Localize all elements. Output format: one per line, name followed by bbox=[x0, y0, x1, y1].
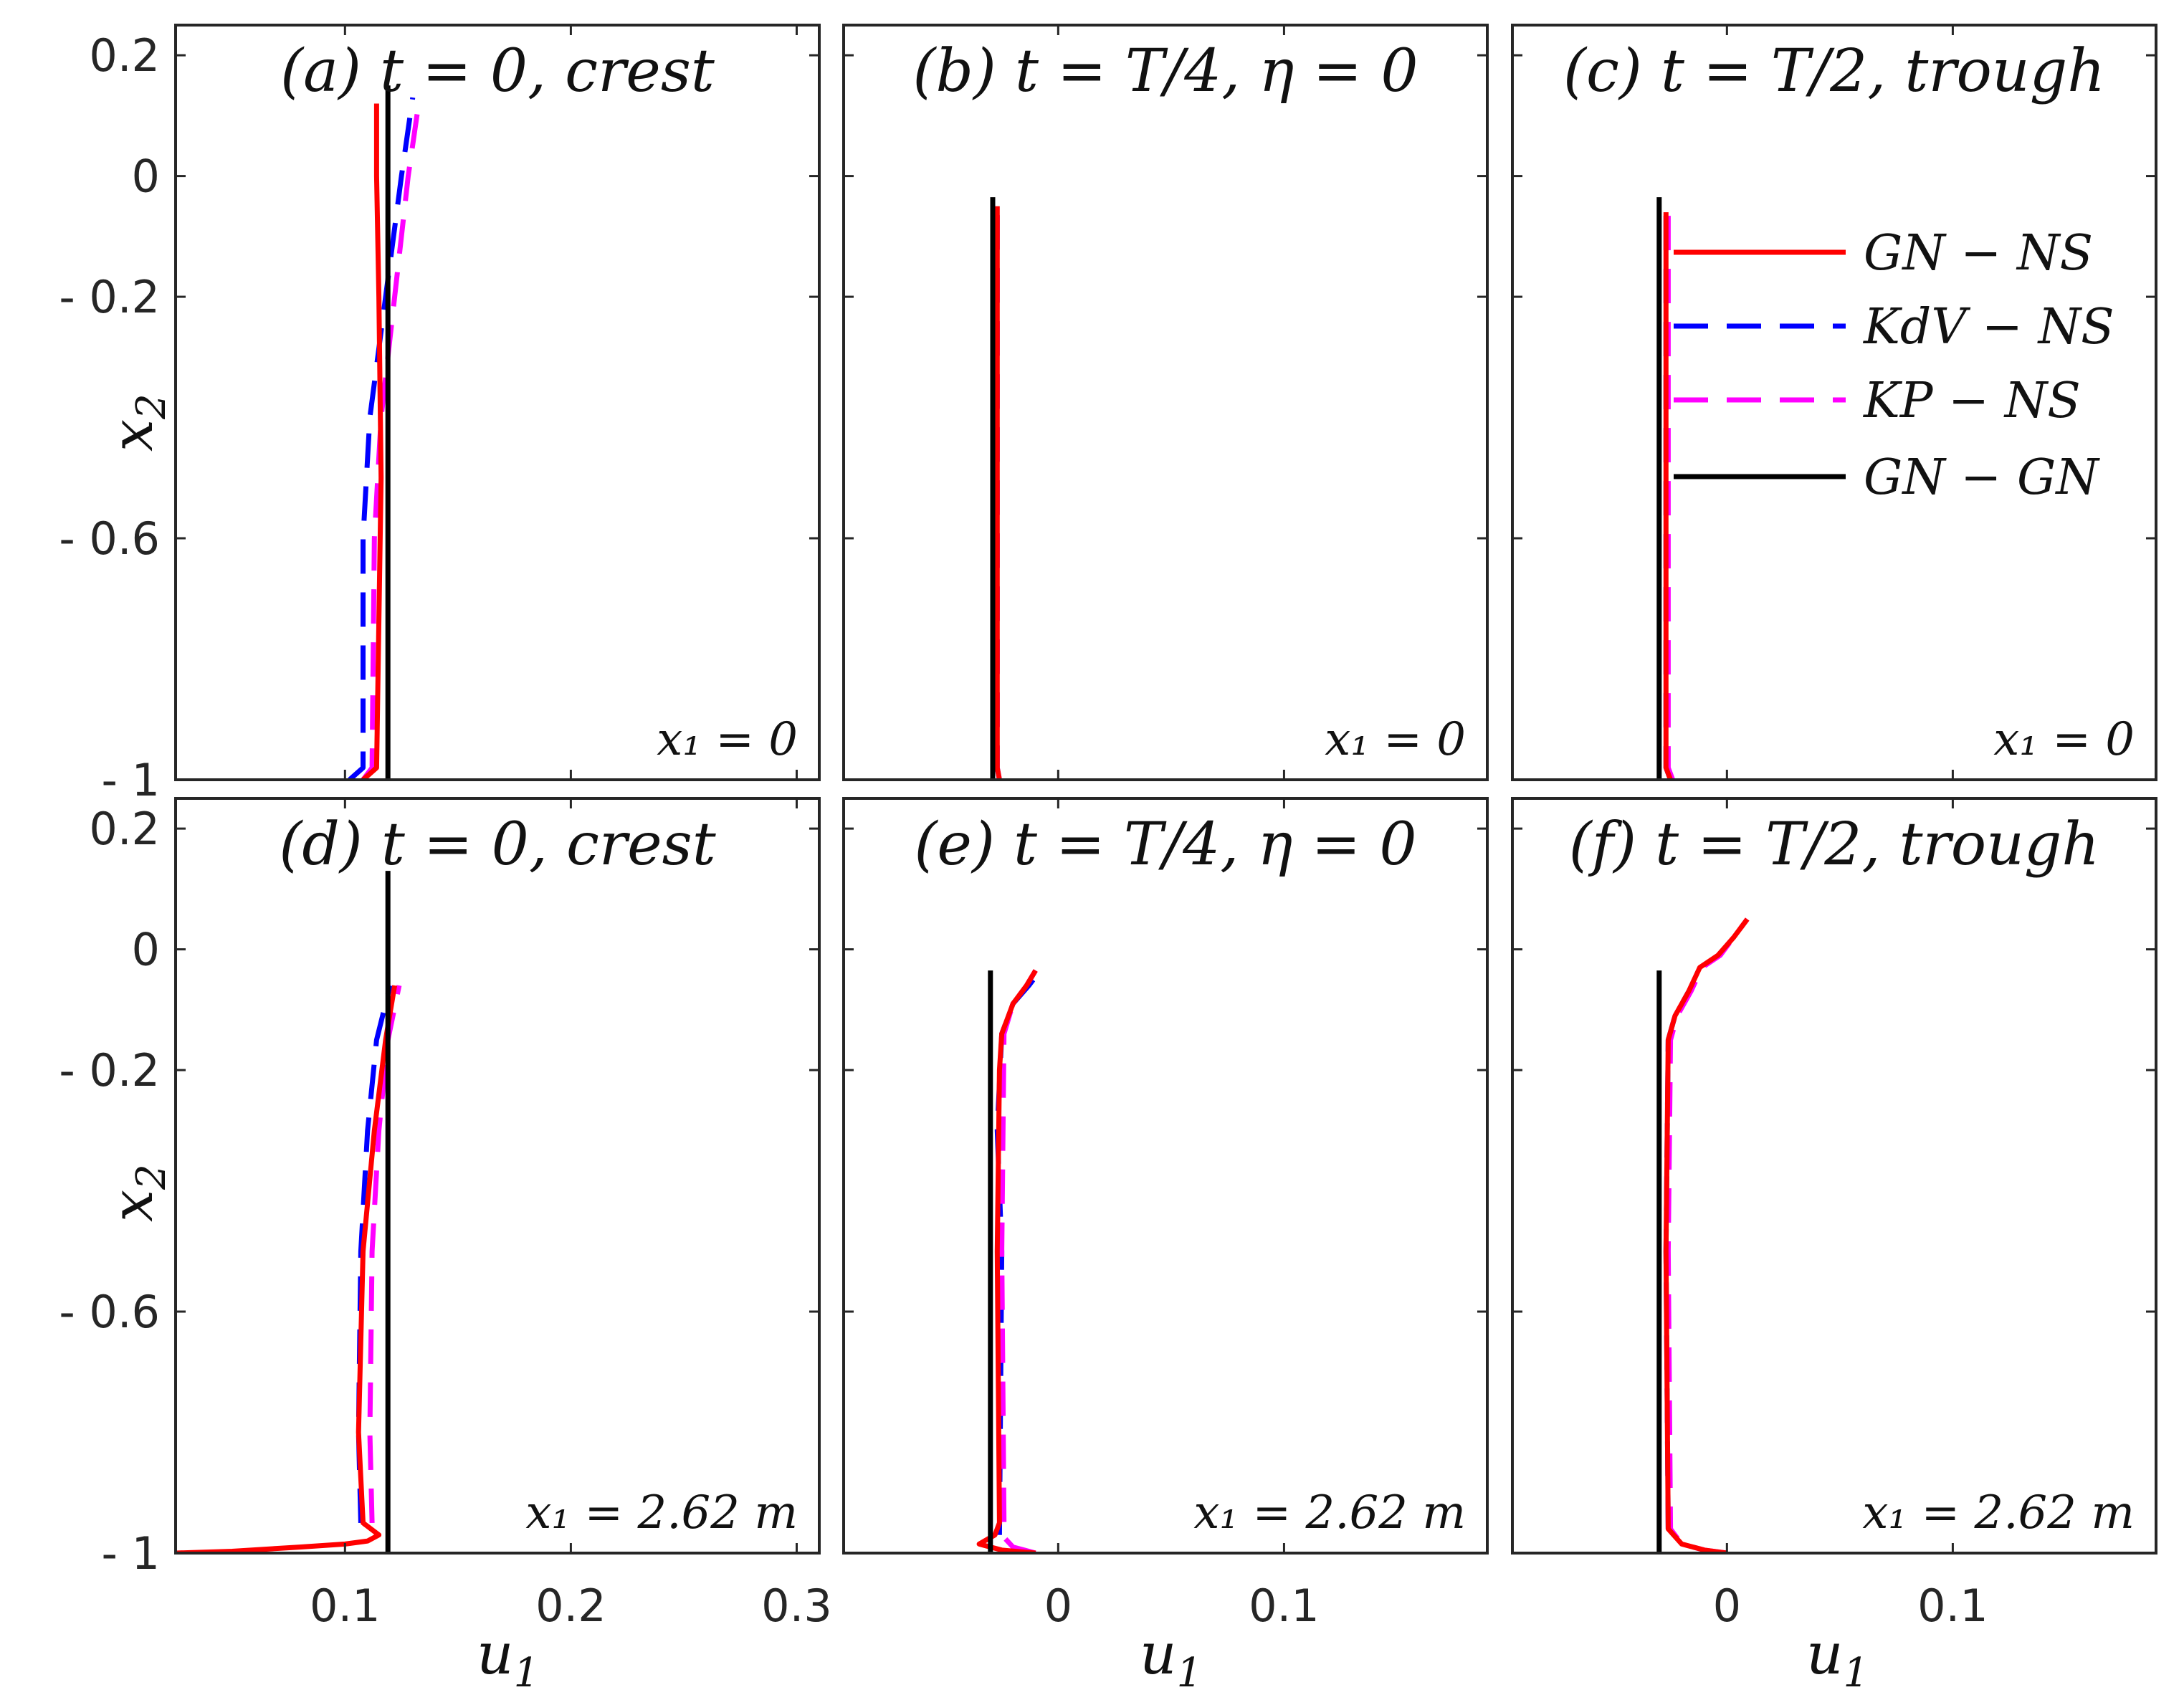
x-tick-label: 0.1 bbox=[310, 1580, 381, 1632]
y-axis-label-bottom: x2 bbox=[99, 1164, 175, 1222]
panel-title: (d) t = 0, crest bbox=[279, 811, 716, 879]
series-group bbox=[1656, 197, 1675, 780]
panel-title: (f) t = T/2, trough bbox=[1569, 811, 2099, 879]
series-line-kp-ns bbox=[999, 969, 1038, 1553]
y-tick-label: - 0.2 bbox=[59, 1044, 160, 1097]
legend: GN − NS KdV − NS KP − NS GN − GN bbox=[1674, 225, 2114, 506]
panel-a: 0.2 0 - 0.2 - 0.6 - 1 (a) t = 0, crest x₁ = 0 bbox=[59, 24, 821, 806]
series-group bbox=[990, 197, 1002, 780]
x-tick-label: 0.2 bbox=[535, 1580, 606, 1632]
series-line-gn-ns bbox=[976, 969, 1038, 1553]
series-group bbox=[348, 85, 422, 780]
series-line-gn-ns bbox=[176, 985, 398, 1553]
y-tick-label: - 1 bbox=[101, 1527, 160, 1580]
x-axis-sub: 1 bbox=[1844, 1650, 1869, 1696]
series-line-kp-ns bbox=[361, 97, 422, 780]
panel-title: (a) t = 0, crest bbox=[280, 37, 715, 105]
series-line-kp-ns bbox=[1665, 212, 1675, 780]
plot-frame bbox=[1511, 797, 2157, 1555]
series-line-gn-ns bbox=[1663, 917, 1750, 1553]
panel-annotation: x₁ = 0 bbox=[657, 713, 798, 766]
series-line-gn-ns bbox=[361, 103, 384, 780]
panel-c: (c) t = T/2, trough x₁ = 0 bbox=[1511, 24, 2157, 781]
x-axis-sub: 1 bbox=[514, 1650, 540, 1696]
x-tick-label: 0.1 bbox=[1249, 1580, 1320, 1632]
x-axis-var: u bbox=[1140, 1620, 1177, 1687]
panel-annotation: x₁ = 2.62 m bbox=[1193, 1486, 1466, 1539]
series-group bbox=[1656, 917, 1750, 1553]
x-axis-var: u bbox=[477, 1620, 514, 1687]
y-tick-label: 0 bbox=[132, 151, 160, 203]
x-axis-sub: 1 bbox=[1177, 1650, 1203, 1696]
panel-title: (e) t = T/4, η = 0 bbox=[914, 811, 1416, 879]
series-line-kdv-ns bbox=[348, 97, 416, 780]
x-axis-label-1: u1 bbox=[477, 1620, 539, 1696]
panel-annotation: x₁ = 2.62 m bbox=[525, 1486, 798, 1539]
x-tick-label: 0.3 bbox=[761, 1580, 832, 1632]
x-tick-label: 0.1 bbox=[1917, 1580, 1988, 1632]
y-tick-label: 0 bbox=[132, 924, 160, 976]
panel-annotation: x₁ = 0 bbox=[1993, 713, 2135, 766]
x-tick-label: 0 bbox=[1044, 1580, 1072, 1632]
y-axis-var: x bbox=[99, 1190, 166, 1222]
y-tick-label: - 0.2 bbox=[59, 271, 160, 323]
x-axis-var: u bbox=[1806, 1620, 1844, 1687]
x-tick-label: 0 bbox=[1713, 1580, 1741, 1632]
panel-f: 0 0.1 (f) t = T/2, trough x₁ = 2.62 m bbox=[1511, 797, 2157, 1632]
panel-title: (c) t = T/2, trough bbox=[1563, 37, 2105, 105]
y-axis-sub: 2 bbox=[128, 393, 175, 420]
legend-label-gn-ns: GN − NS bbox=[1864, 225, 2093, 282]
plot-frame bbox=[174, 797, 821, 1555]
y-tick-label: - 0.6 bbox=[59, 1286, 160, 1338]
panel-annotation: x₁ = 0 bbox=[1325, 713, 1466, 766]
plot-frame bbox=[842, 24, 1489, 781]
plot-frame bbox=[1511, 24, 2157, 781]
series-line-kp-ns bbox=[1665, 917, 1750, 1553]
panel-title: (b) t = T/4, η = 0 bbox=[912, 37, 1418, 105]
panel-d: 0.1 0.2 0.3 0.2 0 - 0.2 - 0.6 - 1 (d) t = 0, cre… bbox=[59, 797, 832, 1632]
series-line-gn-ns bbox=[1663, 212, 1673, 780]
y-axis-label-top: x2 bbox=[99, 393, 175, 452]
y-tick-label: - 0.6 bbox=[59, 512, 160, 565]
plot-frame bbox=[842, 797, 1489, 1555]
y-axis-sub: 2 bbox=[128, 1164, 175, 1190]
panel-annotation: x₁ = 2.62 m bbox=[1862, 1486, 2135, 1539]
x-axis-label-3: u1 bbox=[1806, 1620, 1869, 1696]
series-line-gn-ns bbox=[994, 206, 1002, 780]
legend-label-kdv-ns: KdV − NS bbox=[1862, 299, 2114, 355]
legend-label-gn-gn: GN − GN bbox=[1864, 449, 2100, 506]
y-tick-label: 0.2 bbox=[89, 803, 160, 855]
y-tick-label: 0.2 bbox=[89, 29, 160, 82]
y-axis-var: x bbox=[99, 419, 166, 452]
series-group bbox=[176, 871, 402, 1553]
panel-b: (b) t = T/4, η = 0 x₁ = 0 bbox=[842, 24, 1489, 781]
legend-label-kp-ns: KP − NS bbox=[1862, 373, 2081, 429]
panel-e: 0 0.1 (e) t = T/4, η = 0 x₁ = 2.62 m bbox=[842, 797, 1489, 1632]
x-axis-label-2: u1 bbox=[1140, 1620, 1202, 1696]
y-tick-label: - 1 bbox=[101, 754, 160, 806]
series-group bbox=[976, 969, 1042, 1553]
plot-frame bbox=[174, 24, 821, 781]
